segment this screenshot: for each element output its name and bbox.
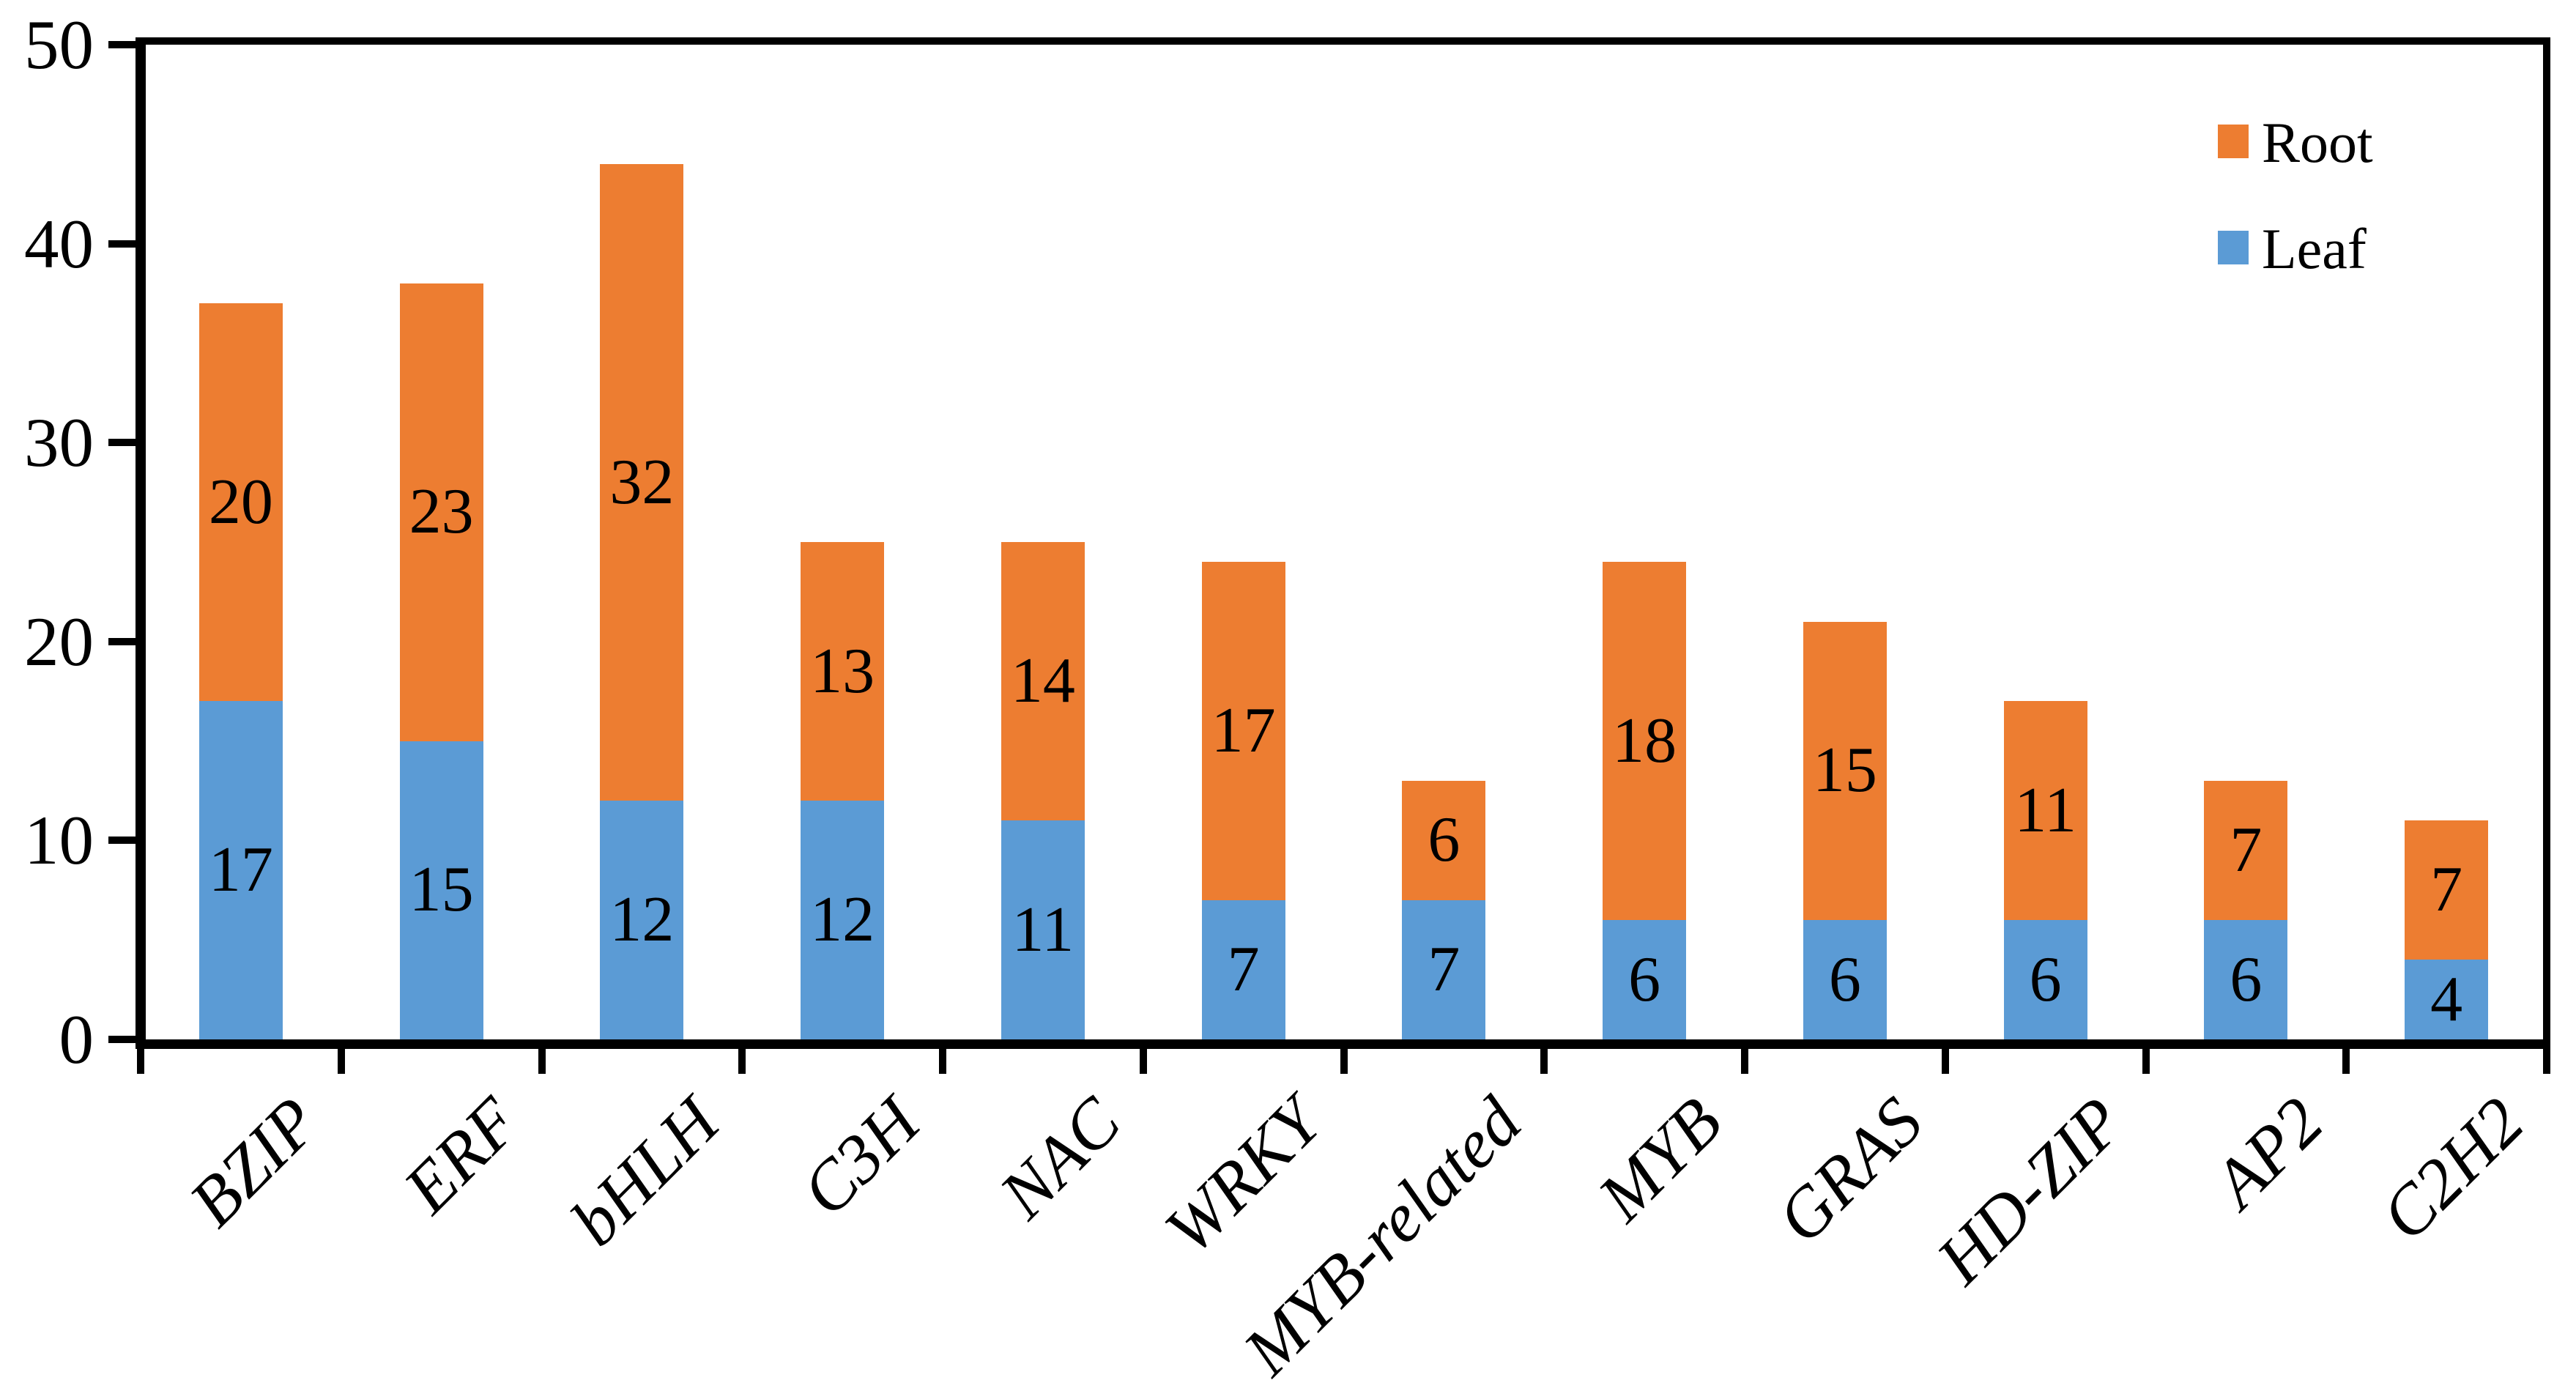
bar-segment-root-C2H2: 7 <box>2405 820 2489 960</box>
x-axis-label-AP2: AP2 <box>2198 1082 2339 1223</box>
y-axis-tick <box>108 1036 138 1043</box>
y-axis-tick <box>108 41 138 48</box>
bar-segment-leaf-AP2: 6 <box>2204 920 2288 1039</box>
x-axis-tick <box>1340 1049 1348 1074</box>
y-axis-tick-label: 30 <box>24 404 94 482</box>
y-axis-tick <box>108 837 138 845</box>
bar-segment-leaf-WRKY: 7 <box>1201 899 1285 1039</box>
x-axis-tick <box>738 1049 746 1074</box>
legend-label-leaf: Leaf <box>2262 217 2367 281</box>
x-axis-label-ERF: ERF <box>388 1082 534 1228</box>
legend-swatch-root <box>2218 125 2249 158</box>
bar-segment-root-MYB: 18 <box>1603 562 1687 921</box>
bar-segment-root-AP2: 7 <box>2204 780 2288 921</box>
y-axis-tick-label: 40 <box>24 204 94 283</box>
bar-segment-leaf-C2H2: 4 <box>2405 960 2489 1039</box>
y-axis-tick <box>108 637 138 645</box>
x-axis-label-BZIP: BZIP <box>174 1082 333 1242</box>
bar-segment-leaf-NAC: 11 <box>1001 820 1085 1039</box>
bar-segment-leaf-MYB-related: 7 <box>1402 899 1486 1039</box>
bar-segment-leaf-ERF: 15 <box>399 741 483 1039</box>
bar-segment-leaf-BZIP: 17 <box>198 701 283 1039</box>
bar-segment-root-bHLH: 32 <box>600 163 684 801</box>
x-axis-label-NAC: NAC <box>984 1082 1135 1234</box>
x-axis-label-GRAS: GRAS <box>1762 1082 1937 1258</box>
bar-segment-leaf-HD-ZIP: 6 <box>2003 920 2087 1039</box>
y-axis-tick <box>108 439 138 447</box>
x-axis-tick <box>1540 1049 1548 1074</box>
bar-segment-root-WRKY: 17 <box>1201 562 1285 900</box>
x-axis-label-C3H: C3H <box>786 1082 935 1231</box>
x-axis-tick <box>1741 1049 1748 1074</box>
bar-segment-leaf-bHLH: 12 <box>600 801 684 1039</box>
y-axis-tick-label: 10 <box>24 801 94 880</box>
bar-segment-root-ERF: 23 <box>399 283 483 741</box>
x-axis-tick <box>2342 1049 2350 1074</box>
x-axis-label-C2H2: C2H2 <box>2366 1082 2539 1255</box>
y-axis-tick-label: 20 <box>24 602 94 680</box>
plot-area <box>136 37 2550 1049</box>
bar-segment-leaf-C3H: 12 <box>801 801 885 1039</box>
x-axis-label-HD-ZIP: HD-ZIP <box>1921 1082 2138 1299</box>
bar-segment-leaf-GRAS: 6 <box>1803 920 1887 1039</box>
bar-segment-root-MYB-related: 6 <box>1402 780 1486 900</box>
bar-segment-root-NAC: 14 <box>1001 542 1085 821</box>
x-axis-tick <box>939 1049 946 1074</box>
x-axis-label-MYB: MYB <box>1583 1082 1737 1236</box>
x-axis-label-bHLH: bHLH <box>556 1082 735 1261</box>
bar-segment-leaf-MYB: 6 <box>1603 920 1687 1039</box>
legend-label-root: Root <box>2262 111 2373 174</box>
legend-swatch-leaf <box>2218 231 2249 264</box>
x-axis-tick <box>2142 1049 2150 1074</box>
bar-segment-root-GRAS: 15 <box>1803 621 1887 921</box>
x-axis-tick <box>337 1049 345 1074</box>
y-axis-tick-label: 0 <box>59 1001 94 1078</box>
x-axis-tick <box>2543 1049 2550 1074</box>
bar-segment-root-BZIP: 20 <box>198 303 283 702</box>
x-axis-tick <box>1941 1049 1949 1074</box>
x-axis-tick <box>1139 1049 1147 1074</box>
y-axis-tick-label: 50 <box>24 6 94 84</box>
x-axis-tick <box>538 1049 546 1074</box>
x-axis-tick <box>137 1049 144 1074</box>
bar-segment-root-C3H: 13 <box>801 542 885 801</box>
y-axis-tick <box>108 240 138 248</box>
x-axis-label-WRKY: WRKY <box>1149 1082 1336 1269</box>
bar-segment-root-HD-ZIP: 11 <box>2003 701 2087 921</box>
